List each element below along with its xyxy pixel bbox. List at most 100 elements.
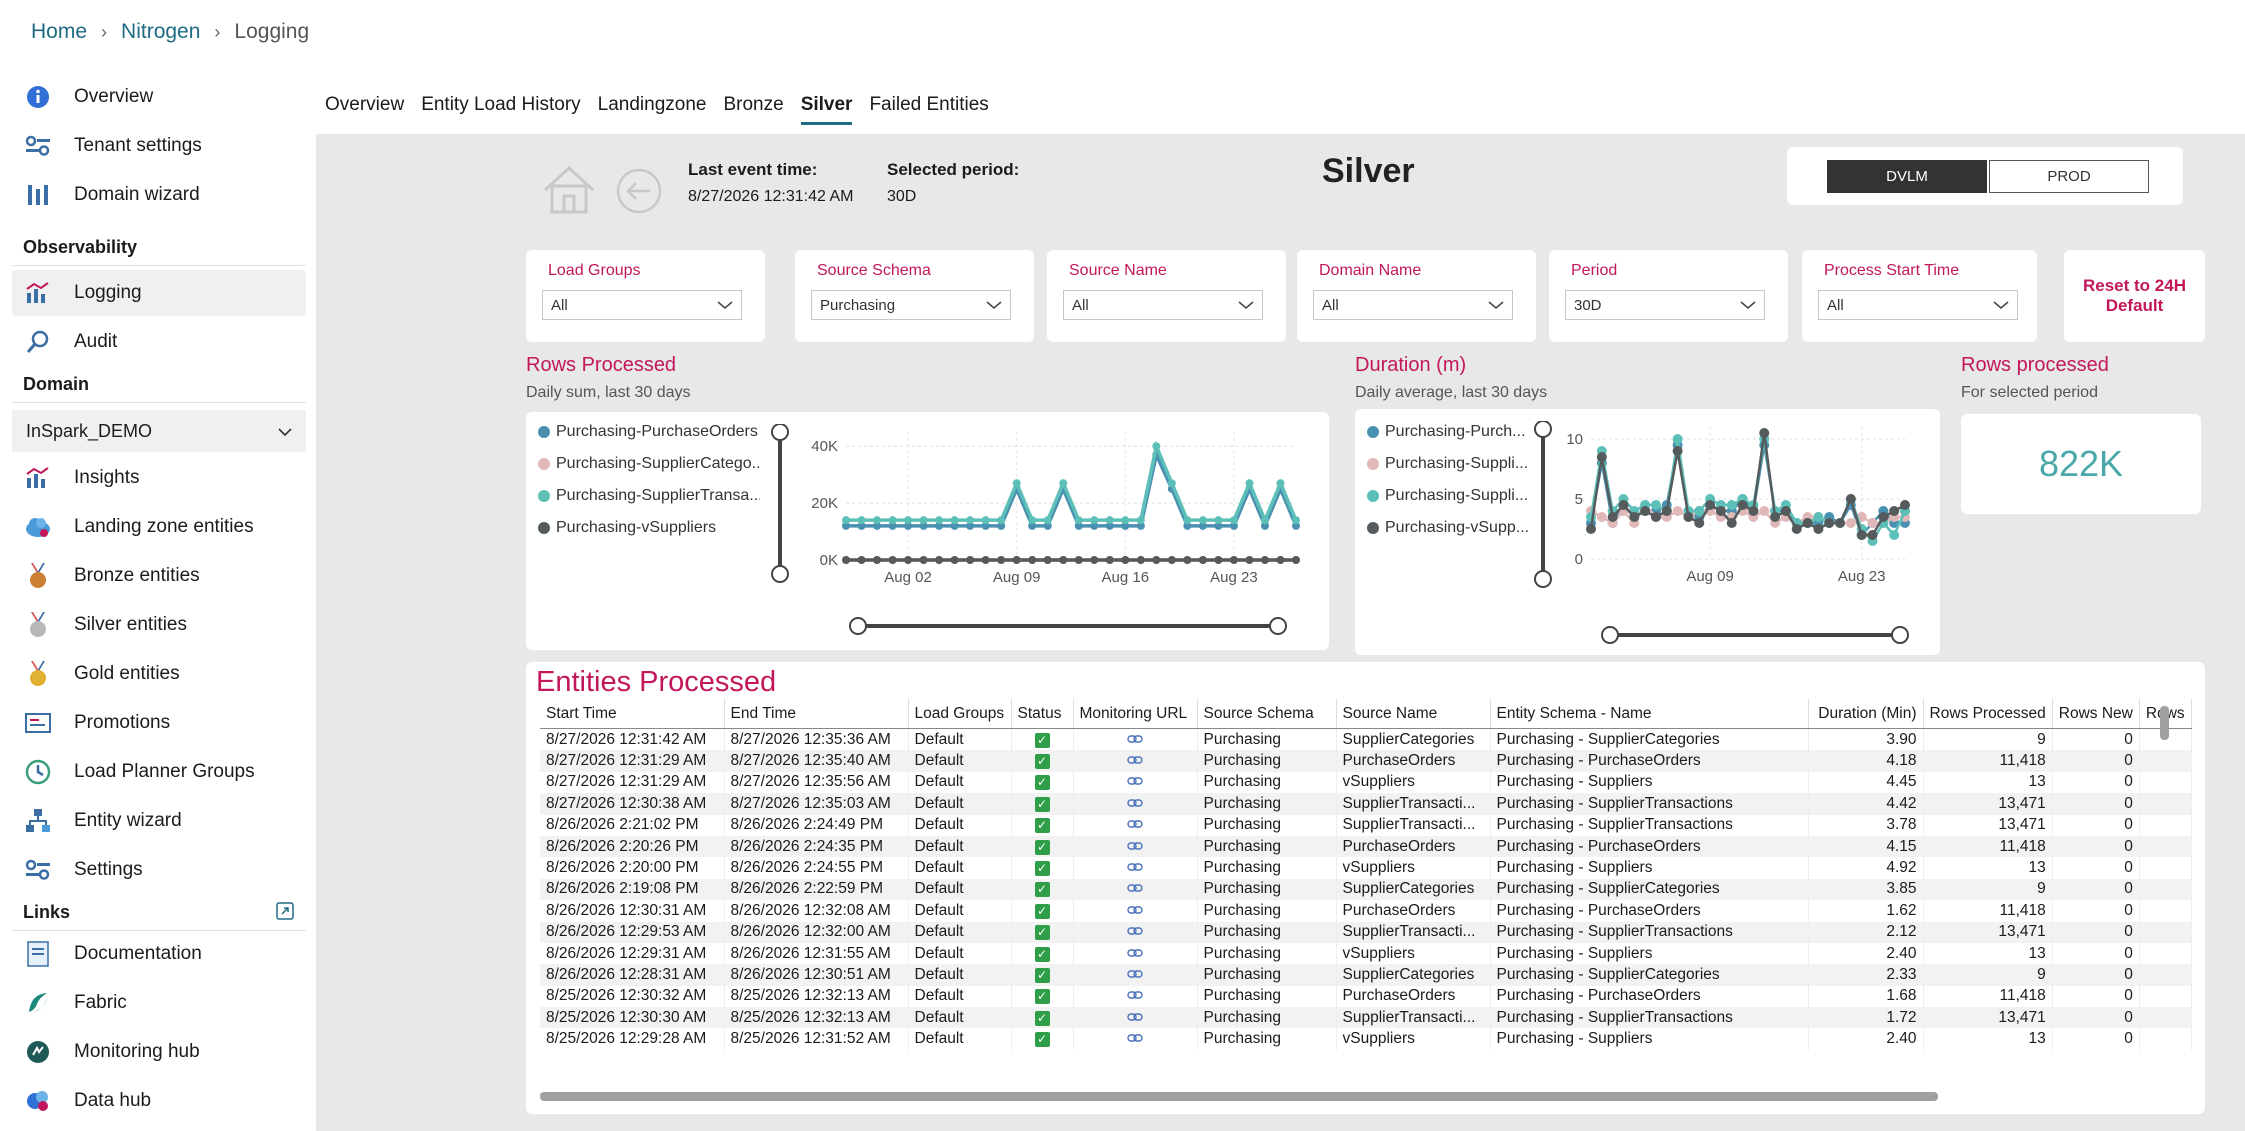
- y-range-slider[interactable]: [768, 424, 792, 584]
- domain-dropdown[interactable]: InSpark_DEMO: [12, 410, 306, 452]
- table-row[interactable]: 8/26/2026 12:28:31 AM 8/26/2026 12:30:51 …: [540, 964, 2192, 986]
- table-row[interactable]: 8/27/2026 12:31:42 AM 8/27/2026 12:35:36 …: [540, 728, 2192, 751]
- tab-bronze[interactable]: Bronze: [723, 94, 784, 115]
- link-icon[interactable]: [1127, 859, 1143, 876]
- column-header[interactable]: Status: [1011, 699, 1074, 729]
- column-header[interactable]: Duration (Min): [1808, 699, 1924, 729]
- legend-item[interactable]: Purchasing-SupplierTransa...: [538, 480, 760, 512]
- table-row[interactable]: 8/26/2026 12:29:53 AM 8/26/2026 12:32:00 …: [540, 921, 2192, 943]
- legend-item[interactable]: Purchasing-Purch...: [1367, 416, 1529, 448]
- column-header[interactable]: Source Schema: [1197, 699, 1337, 729]
- table-row[interactable]: 8/27/2026 12:30:38 AM 8/27/2026 12:35:03 …: [540, 793, 2192, 815]
- sidebar-item-logging[interactable]: Logging: [12, 270, 306, 316]
- table-row[interactable]: 8/26/2026 12:30:31 AM 8/26/2026 12:32:08 …: [540, 900, 2192, 922]
- env-button-prod[interactable]: PROD: [1989, 160, 2149, 193]
- legend-item[interactable]: Purchasing-vSupp...: [1367, 512, 1529, 544]
- table-row[interactable]: 8/26/2026 12:29:31 AM 8/26/2026 12:31:55 …: [540, 942, 2192, 965]
- slider-handle[interactable]: [771, 565, 789, 583]
- sidebar-item-promotions[interactable]: Promotions: [12, 700, 306, 746]
- tab-silver[interactable]: Silver: [800, 94, 853, 125]
- column-header[interactable]: Load Groups: [908, 699, 1012, 729]
- link-icon[interactable]: [1127, 923, 1143, 940]
- link-icon[interactable]: [1127, 731, 1143, 748]
- column-header[interactable]: End Time: [724, 699, 909, 729]
- breadcrumb-nitrogen[interactable]: Nitrogen: [121, 20, 201, 43]
- slider-handle[interactable]: [849, 617, 867, 635]
- link-icon[interactable]: [1127, 966, 1143, 983]
- slicer-dropdown[interactable]: Purchasing: [811, 290, 1011, 320]
- slicer-dropdown[interactable]: All: [1063, 290, 1263, 320]
- sidebar-item-documentation[interactable]: Documentation: [12, 931, 306, 977]
- y-range-slider[interactable]: [1531, 421, 1555, 591]
- tab-overview[interactable]: Overview: [325, 94, 405, 115]
- column-header[interactable]: Rows New: [2052, 699, 2140, 729]
- home-icon[interactable]: [542, 164, 596, 219]
- slider-handle[interactable]: [1269, 617, 1287, 635]
- reset-default-button[interactable]: Reset to 24H Default: [2064, 250, 2205, 342]
- back-arrow-icon[interactable]: [616, 168, 662, 219]
- link-icon[interactable]: [1127, 795, 1143, 812]
- slider-handle[interactable]: [1534, 570, 1552, 588]
- sidebar-item-overview[interactable]: Overview: [12, 74, 306, 120]
- env-button-dvlm[interactable]: DVLM: [1827, 160, 1987, 193]
- sidebar-item-settings[interactable]: Settings: [12, 847, 306, 893]
- sidebar-item-tenant-settings[interactable]: Tenant settings: [12, 123, 306, 169]
- link-icon[interactable]: [1127, 816, 1143, 833]
- sidebar-item-domain-wizard[interactable]: Domain wizard: [12, 172, 306, 218]
- slicer-dropdown[interactable]: All: [542, 290, 742, 320]
- slider-handle[interactable]: [1534, 421, 1552, 438]
- tab-landingzone[interactable]: Landingzone: [597, 94, 707, 115]
- slicer-dropdown[interactable]: All: [1818, 290, 2018, 320]
- column-header[interactable]: Start Time: [540, 699, 725, 729]
- column-header[interactable]: Entity Schema - Name: [1490, 699, 1809, 729]
- sidebar-item-silver-entities[interactable]: Silver entities: [12, 602, 306, 648]
- sidebar-item-insights[interactable]: Insights: [12, 455, 306, 501]
- sidebar-item-data-hub[interactable]: Data hub: [12, 1078, 306, 1124]
- link-icon[interactable]: [1127, 773, 1143, 790]
- tab-failed-entities[interactable]: Failed Entities: [869, 94, 989, 115]
- column-header[interactable]: Source Name: [1336, 699, 1491, 729]
- table-row[interactable]: 8/26/2026 2:19:08 PM 8/26/2026 2:22:59 PM…: [540, 878, 2192, 901]
- column-header[interactable]: Rows Processed: [1923, 699, 2053, 729]
- legend-item[interactable]: Purchasing-SupplierCatego...: [538, 448, 760, 480]
- breadcrumb-home[interactable]: Home: [31, 20, 88, 43]
- link-icon[interactable]: [1127, 902, 1143, 919]
- legend-item[interactable]: Purchasing-Suppli...: [1367, 448, 1529, 480]
- link-icon[interactable]: [1127, 1009, 1143, 1026]
- sidebar-item-monitoring-hub[interactable]: Monitoring hub: [12, 1029, 306, 1075]
- link-icon[interactable]: [1127, 945, 1143, 962]
- table-row[interactable]: 8/26/2026 2:20:00 PM 8/26/2026 2:24:55 PM…: [540, 857, 2192, 879]
- x-range-slider[interactable]: [848, 614, 1288, 638]
- vertical-scrollbar[interactable]: [2160, 706, 2169, 740]
- x-range-slider[interactable]: [1600, 623, 1910, 647]
- sidebar-item-fabric[interactable]: Fabric: [12, 980, 306, 1026]
- sidebar-item-load-planner-groups[interactable]: Load Planner Groups: [12, 749, 306, 795]
- link-icon[interactable]: [1127, 987, 1143, 1004]
- table-row[interactable]: 8/27/2026 12:31:29 AM 8/27/2026 12:35:40 …: [540, 750, 2192, 772]
- sidebar-item-entity-wizard[interactable]: Entity wizard: [12, 798, 306, 844]
- table-row[interactable]: 8/25/2026 12:30:32 AM 8/25/2026 12:32:13 …: [540, 985, 2192, 1008]
- table-row[interactable]: 8/25/2026 12:30:30 AM 8/25/2026 12:32:13 …: [540, 1007, 2192, 1029]
- open-external-icon[interactable]: [276, 902, 294, 925]
- link-icon[interactable]: [1127, 880, 1143, 897]
- slider-handle[interactable]: [1891, 626, 1909, 644]
- legend-item[interactable]: Purchasing-Suppli...: [1367, 480, 1529, 512]
- legend-item[interactable]: Purchasing-vSuppliers: [538, 512, 760, 544]
- slicer-dropdown[interactable]: 30D: [1565, 290, 1765, 320]
- horizontal-scrollbar[interactable]: [540, 1092, 1938, 1101]
- link-icon[interactable]: [1127, 1030, 1143, 1047]
- table-row[interactable]: 8/26/2026 2:21:02 PM 8/26/2026 2:24:49 PM…: [540, 814, 2192, 836]
- slicer-dropdown[interactable]: All: [1313, 290, 1513, 320]
- table-row[interactable]: 8/26/2026 2:20:26 PM 8/26/2026 2:24:35 PM…: [540, 835, 2192, 858]
- tab-entity-load-history[interactable]: Entity Load History: [421, 94, 581, 115]
- column-header[interactable]: Monitoring URL: [1073, 699, 1198, 729]
- slider-handle[interactable]: [1601, 626, 1619, 644]
- sidebar-item-gold-entities[interactable]: Gold entities: [12, 651, 306, 697]
- slider-handle[interactable]: [771, 424, 789, 441]
- table-row[interactable]: 8/27/2026 12:31:29 AM 8/27/2026 12:35:56 …: [540, 771, 2192, 794]
- table-row[interactable]: 8/25/2026 12:29:28 AM 8/25/2026 12:31:52 …: [540, 1028, 2192, 1050]
- sidebar-item-audit[interactable]: Audit: [12, 319, 306, 365]
- sidebar-item-landing-zone-entities[interactable]: Landing zone entities: [12, 504, 306, 550]
- link-icon[interactable]: [1127, 838, 1143, 855]
- legend-item[interactable]: Purchasing-PurchaseOrders: [538, 416, 760, 448]
